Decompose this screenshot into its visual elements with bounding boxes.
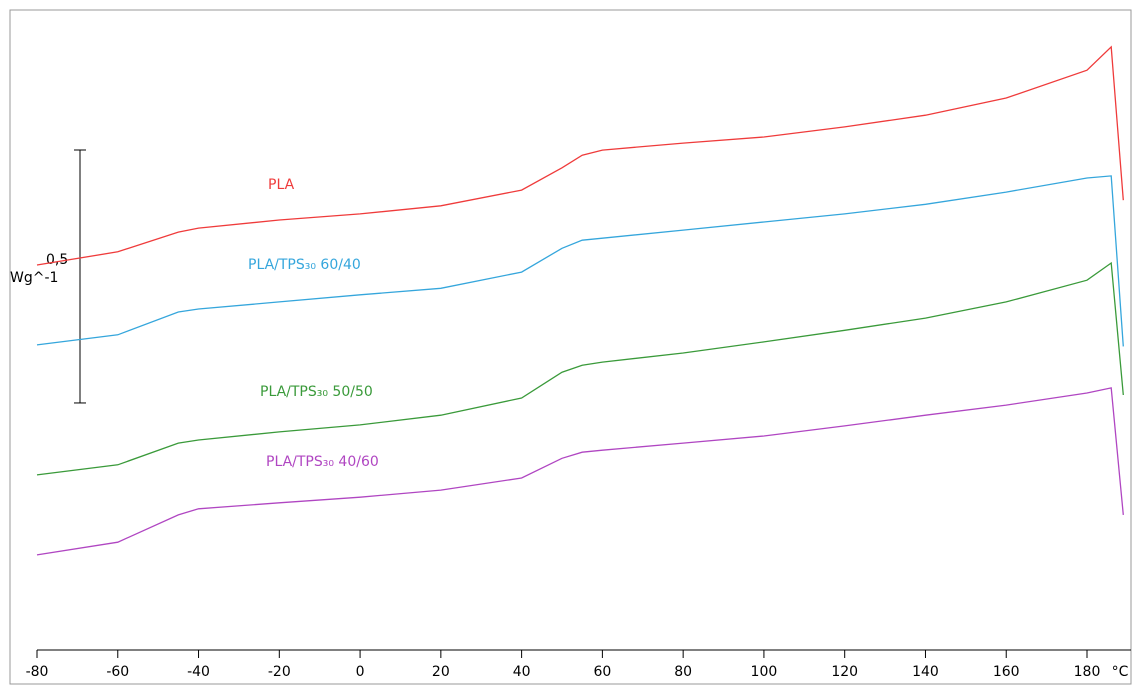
series-line	[36, 261, 1124, 476]
scale-bar-unit: Wg^-1	[10, 270, 58, 286]
x-tick-label: 20	[432, 664, 450, 680]
series-line	[36, 387, 1124, 556]
series-label: PLA	[268, 177, 295, 193]
scale-bar-label: 0,5	[46, 252, 68, 268]
series-line	[36, 175, 1124, 347]
x-tick-label: 160	[993, 664, 1020, 680]
frame	[9, 9, 1132, 685]
x-tick-label: 120	[831, 664, 858, 680]
x-tick-label: 140	[912, 664, 939, 680]
x-tick-label: -80	[26, 664, 49, 680]
x-tick-label: 100	[751, 664, 778, 680]
x-tick-label: -40	[187, 664, 210, 680]
x-axis-label: °C	[1112, 664, 1129, 680]
x-tick-label: 40	[513, 664, 531, 680]
series-label: PLA/TPS₃₀ 60/40	[248, 257, 361, 273]
series-label: PLA/TPS₃₀ 50/50	[260, 384, 373, 400]
series-label: PLA/TPS₃₀ 40/60	[266, 454, 379, 470]
x-tick-label: 60	[593, 664, 611, 680]
x-tick-label: -60	[106, 664, 129, 680]
x-tick-label: 180	[1074, 664, 1101, 680]
x-tick-label: 0	[356, 664, 365, 680]
series-line	[36, 45, 1124, 266]
x-tick-label: -20	[268, 664, 291, 680]
x-tick-label: 80	[674, 664, 692, 680]
